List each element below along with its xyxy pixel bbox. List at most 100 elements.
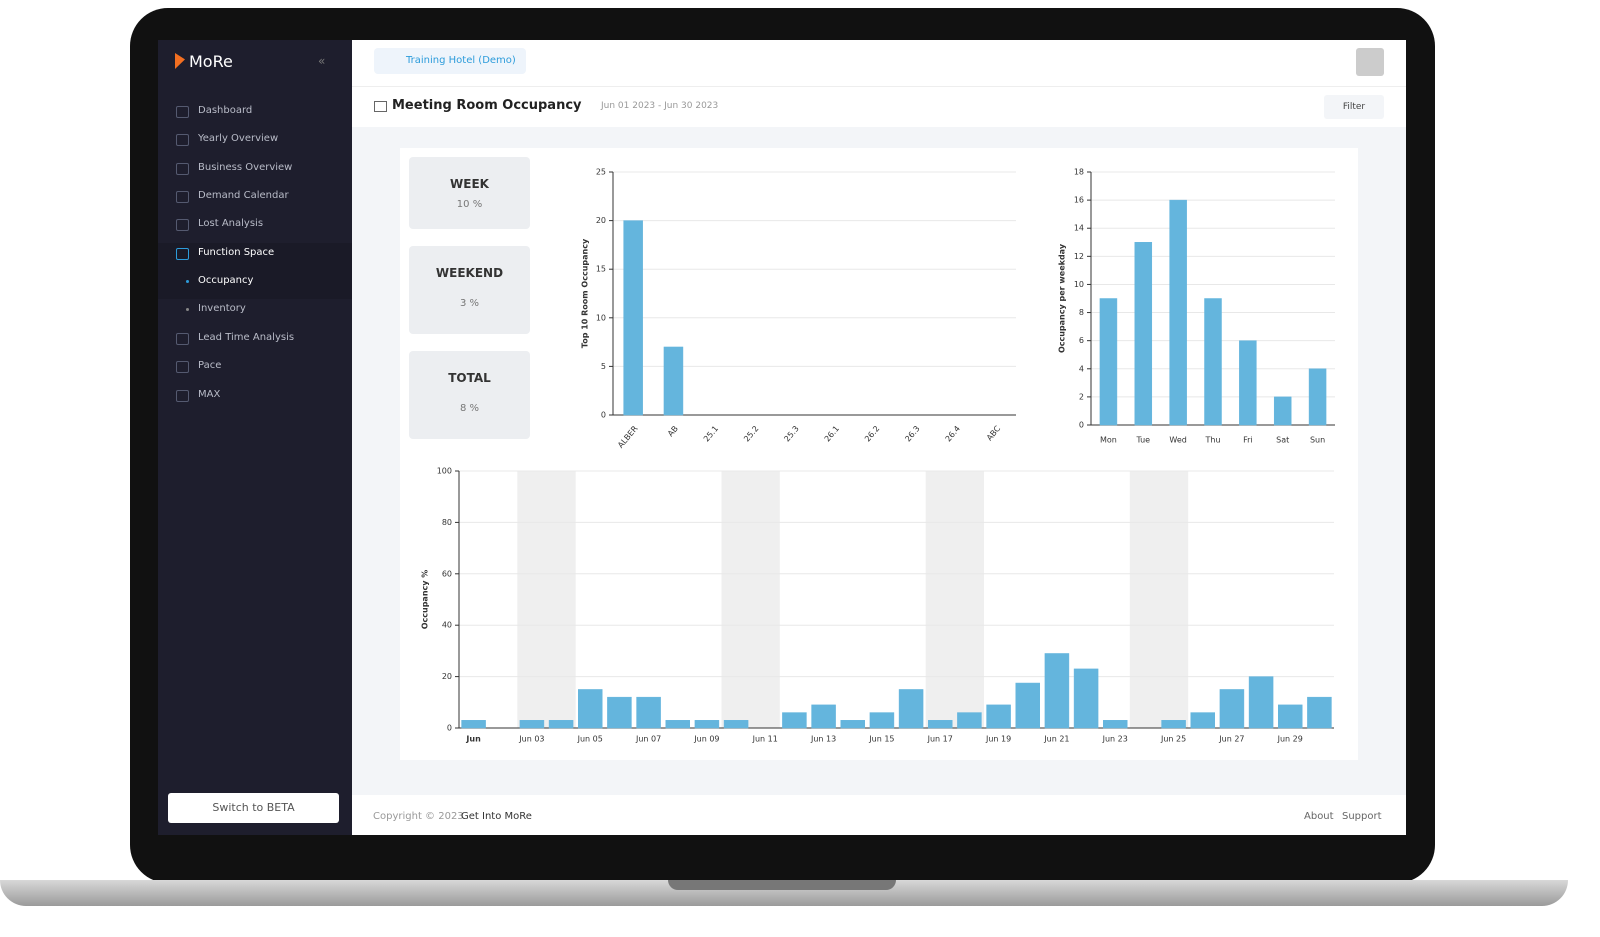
y-tick-label: 0 — [447, 724, 452, 733]
x-tick-label: 26.2 — [863, 424, 881, 443]
y-tick-label: 10 — [596, 313, 606, 322]
menu-item[interactable]: Lost Analysis — [198, 218, 264, 229]
menu-icon — [176, 219, 189, 231]
menu-item[interactable]: Business Overview — [198, 162, 293, 173]
x-tick-label: 26.3 — [903, 424, 921, 443]
laptop-notch — [668, 880, 896, 890]
y-tick-label: 20 — [442, 672, 452, 681]
bar — [898, 689, 924, 729]
menu-item[interactable]: Pace — [198, 360, 222, 371]
y-tick-label: 2 — [1079, 392, 1084, 401]
weekend-band — [721, 471, 780, 728]
filter-button[interactable]: Filter — [1324, 95, 1384, 119]
bar — [1161, 720, 1186, 729]
x-tick-label: Jun — [465, 735, 481, 744]
x-tick-label: Fri — [1243, 436, 1253, 445]
bar — [607, 696, 632, 729]
menu-icon — [176, 248, 189, 260]
y-axis-label: Top 10 Room Occupancy — [581, 238, 590, 348]
bar — [1190, 712, 1215, 729]
x-tick-label: 26.4 — [944, 424, 962, 443]
footer: Copyright © 2023 Get Into MoRe About Sup… — [352, 795, 1406, 835]
menu-item[interactable]: Function Space — [198, 247, 275, 258]
x-tick-label: Jun 09 — [693, 735, 719, 744]
bar — [869, 712, 895, 729]
bar — [1308, 368, 1327, 426]
menu-item[interactable]: Inventory — [198, 303, 246, 314]
company-link[interactable]: Get Into MoRe — [461, 811, 532, 822]
x-tick-label: Sat — [1276, 436, 1289, 445]
y-tick-label: 18 — [1074, 168, 1084, 177]
avatar[interactable] — [1356, 48, 1384, 76]
y-tick-label: 12 — [1074, 252, 1084, 261]
bar — [723, 720, 749, 729]
y-tick-label: 5 — [601, 362, 606, 371]
y-axis-label: Occupancy % — [421, 570, 430, 630]
x-tick-label: 25.3 — [782, 424, 800, 443]
weekend-band — [925, 471, 984, 728]
bar — [578, 689, 603, 729]
menu-item[interactable]: Dashboard — [198, 105, 253, 116]
x-tick-label: Jun 07 — [635, 735, 661, 744]
x-tick-label: ALBER — [616, 424, 640, 450]
footer-link[interactable]: Support — [1342, 811, 1382, 822]
bar — [1204, 298, 1222, 426]
x-tick-label: Jun 13 — [810, 735, 836, 744]
menu-icon — [176, 163, 189, 175]
y-tick-label: 20 — [596, 216, 606, 225]
x-tick-label: Jun 17 — [927, 735, 953, 744]
bar — [519, 720, 545, 729]
x-tick-label: Jun 25 — [1160, 735, 1186, 744]
hotel-selector[interactable]: Training Hotel (Demo) — [374, 48, 526, 74]
y-tick-label: 10 — [1074, 280, 1084, 289]
y-tick-label: 15 — [596, 265, 606, 274]
page-title: Meeting Room Occupancy — [392, 98, 582, 113]
menu-icon — [176, 134, 189, 146]
bar — [1278, 704, 1303, 729]
beta-button[interactable]: Switch to BETA — [168, 793, 339, 823]
x-tick-label: AB — [666, 424, 680, 438]
bar — [1239, 340, 1257, 426]
title-icon — [374, 101, 387, 112]
x-tick-label: Jun 11 — [752, 735, 778, 744]
kpi-card: TOTAL 8 % — [409, 351, 530, 439]
x-tick-label: 25.1 — [702, 424, 720, 443]
bar — [1103, 720, 1128, 729]
y-tick-label: 25 — [596, 168, 606, 177]
y-tick-label: 80 — [442, 518, 452, 527]
menu-item[interactable]: Lead Time Analysis — [198, 332, 295, 343]
bar — [1273, 396, 1292, 426]
menu-item[interactable]: Demand Calendar — [198, 190, 289, 201]
menu-item[interactable]: Yearly Overview — [198, 133, 279, 144]
x-tick-label: Jun 19 — [985, 735, 1011, 744]
footer-link[interactable]: About — [1304, 811, 1334, 822]
menu-icon — [176, 390, 189, 402]
x-tick-label: Jun 27 — [1218, 735, 1244, 744]
bar — [811, 704, 836, 729]
x-tick-label: Jun 23 — [1102, 735, 1128, 744]
menu-icon — [176, 106, 189, 118]
y-tick-label: 40 — [442, 621, 452, 630]
date-range[interactable]: Jun 01 2023 - Jun 30 2023 — [601, 101, 719, 111]
bar — [694, 720, 720, 729]
x-tick-label: Jun 21 — [1043, 735, 1069, 744]
bar — [461, 720, 486, 729]
bar — [1219, 689, 1245, 729]
kpi-label: TOTAL — [448, 371, 491, 385]
collapse[interactable]: « — [318, 54, 326, 68]
menu-icon — [176, 333, 189, 345]
menu-item[interactable]: MAX — [198, 389, 221, 400]
weekend-band — [1129, 471, 1189, 728]
menu-item[interactable]: Occupancy — [198, 275, 254, 286]
bar — [1044, 653, 1070, 729]
menu-icon — [176, 361, 189, 373]
x-tick-label: Mon — [1100, 436, 1117, 445]
x-tick-label: Jun 15 — [868, 735, 894, 744]
top-bar: Training Hotel (Demo) — [352, 40, 1406, 86]
menu-highlight — [158, 243, 352, 299]
bullet — [186, 308, 189, 311]
y-tick-label: 0 — [1079, 421, 1084, 430]
copyright: Copyright © 2023 — [373, 811, 464, 822]
kpi-value: 10 % — [456, 199, 483, 210]
